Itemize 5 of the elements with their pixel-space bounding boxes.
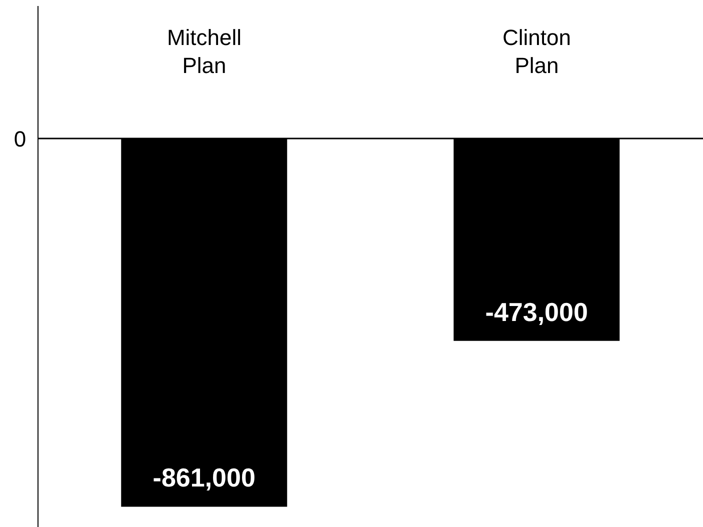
x-tick-label: Mitchell Plan: [166, 25, 242, 78]
x-tick-label: Clinton Plan: [502, 25, 571, 78]
data-label: -473,000: [485, 296, 588, 327]
text: 0: [14, 126, 26, 152]
data-label: -861,000: [152, 462, 256, 493]
